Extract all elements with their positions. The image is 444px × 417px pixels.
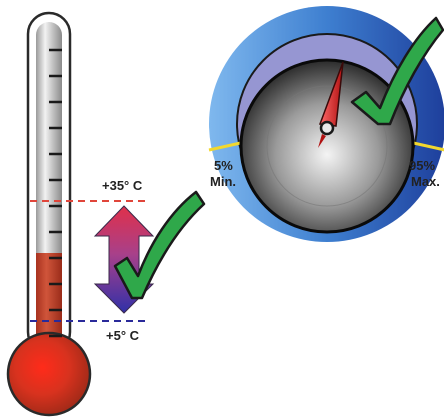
upper-limit-label: +35° C — [102, 178, 143, 193]
gauge-min-marker — [208, 140, 246, 152]
thermometer-bulb — [6, 331, 92, 417]
gauge-max-value: 95% — [409, 158, 435, 173]
gauge-min-value: 5% — [214, 158, 233, 173]
gauge-hub — [319, 120, 335, 136]
gauge-max-marker — [408, 140, 444, 152]
gauge-max-label: Max. — [411, 174, 440, 189]
thermometer — [6, 11, 92, 417]
thermometer-ticks — [49, 48, 62, 338]
humidity-gauge — [208, 6, 444, 242]
checkmark-icon — [350, 16, 444, 126]
checkmark-icon — [113, 190, 206, 300]
lower-limit-label: +5° C — [106, 328, 140, 343]
gauge-min-label: Min. — [210, 174, 236, 189]
